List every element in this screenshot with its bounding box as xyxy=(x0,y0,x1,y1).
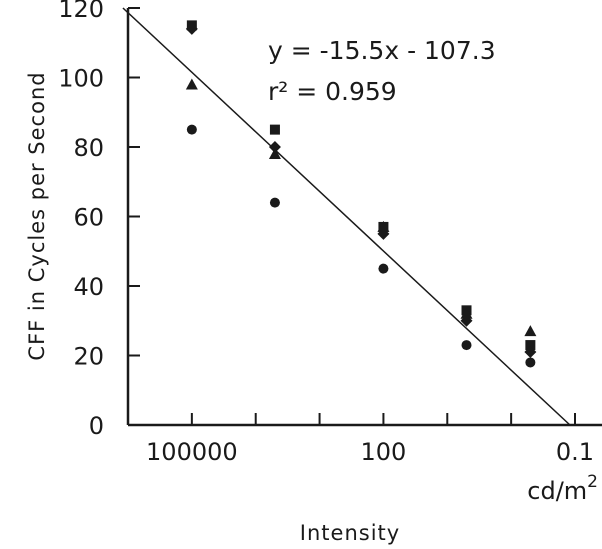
equation-annotation: y = -15.5x - 107.3 xyxy=(268,36,496,65)
data-point-diamond xyxy=(185,22,198,35)
y-axis-title: CFF in Cycles per Second xyxy=(25,71,49,360)
x-axis-unit: cd/m2 xyxy=(527,472,598,505)
data-point-triangle xyxy=(268,147,281,159)
regression-line xyxy=(122,7,571,426)
data-point-circle xyxy=(269,197,280,208)
data-point-circle xyxy=(378,263,389,274)
y-tick-label: 40 xyxy=(73,273,104,301)
y-tick-label: 100 xyxy=(58,65,104,93)
x-tick-label: 0.1 xyxy=(556,438,594,466)
data-point-square xyxy=(269,124,280,135)
y-tick-label: 80 xyxy=(73,134,104,162)
r-squared-annotation: r² = 0.959 xyxy=(268,77,397,106)
data-point-circle xyxy=(525,357,536,368)
data-point-triangle xyxy=(185,78,198,90)
x-axis-unit-exponent: 2 xyxy=(587,472,598,492)
data-point-circle xyxy=(186,124,197,135)
data-points-layer xyxy=(185,20,537,368)
y-ticks: 0 20 40 60 80 100 120 xyxy=(58,0,140,440)
y-tick-label: 120 xyxy=(58,0,104,23)
data-point-diamond xyxy=(268,141,281,153)
x-ticks: 100000 100 0.1 xyxy=(127,413,594,466)
y-tick-label: 20 xyxy=(73,343,104,371)
data-point-triangle xyxy=(377,220,390,232)
x-axis-unit-base: cd/m xyxy=(527,477,587,505)
y-tick-label: 0 xyxy=(89,412,104,440)
y-tick-label: 60 xyxy=(73,204,104,232)
x-tick-label: 100000 xyxy=(146,438,238,466)
data-point-diamond xyxy=(524,346,537,359)
fit-line-layer xyxy=(122,7,571,426)
x-tick-label: 100 xyxy=(361,438,407,466)
data-point-triangle xyxy=(460,307,473,319)
data-point-circle xyxy=(461,340,472,351)
data-point-triangle xyxy=(524,325,537,337)
x-axis-title: Intensity xyxy=(300,521,400,545)
data-point-square xyxy=(525,340,536,351)
